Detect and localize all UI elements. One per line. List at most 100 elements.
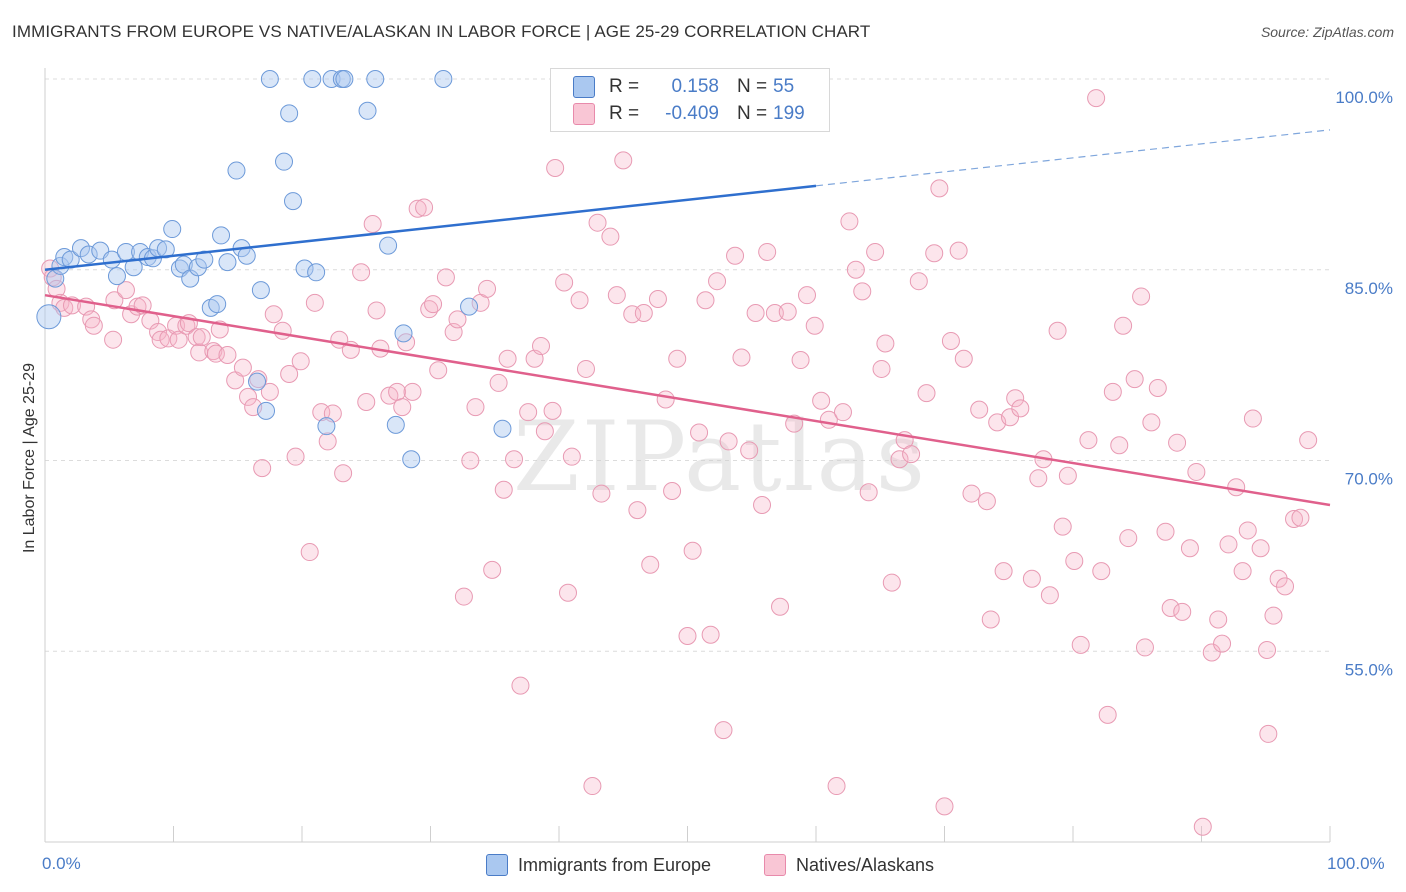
native-point (192, 328, 211, 347)
europe-point (257, 401, 276, 420)
native-point (280, 365, 299, 384)
native-point (970, 400, 989, 419)
europe-point (208, 295, 227, 314)
native-point (962, 484, 981, 503)
native-point (576, 359, 595, 378)
europe-point (402, 450, 421, 469)
native-point (805, 316, 824, 335)
native-point (917, 384, 936, 403)
europe-point (322, 70, 341, 88)
native-point (833, 403, 852, 422)
native-point (253, 459, 272, 478)
r-label: R = (609, 103, 640, 124)
native-point (954, 349, 973, 368)
native-point (588, 213, 607, 232)
native-point (1259, 724, 1278, 743)
native-point (429, 361, 448, 380)
native-point (1202, 643, 1221, 662)
europe-point (124, 258, 143, 277)
europe-point (366, 70, 385, 88)
europe-point (275, 152, 294, 171)
native-point (436, 268, 455, 287)
native-point (1022, 569, 1041, 588)
native-swatch (764, 854, 786, 876)
native-point (840, 212, 859, 231)
europe-point (460, 297, 479, 316)
europe-point (107, 267, 126, 286)
native-point (714, 721, 733, 740)
native-point (273, 321, 292, 340)
native-point (291, 352, 310, 371)
native-point (690, 423, 709, 442)
native-point (1276, 577, 1295, 596)
n-value: 55 (773, 76, 795, 97)
native-point (1258, 640, 1277, 659)
native-point (909, 272, 928, 291)
y-tick-label-0: 100.0% (1335, 88, 1393, 107)
native-point (187, 328, 206, 347)
y-tick-labels: 100.0% 85.0% 70.0% 55.0% (1335, 88, 1393, 679)
native-point (1098, 705, 1117, 724)
native-trend-line (44, 293, 1331, 507)
europe-point (212, 226, 231, 245)
native-point (1001, 408, 1020, 427)
native-point (352, 263, 371, 282)
native-point (264, 305, 283, 324)
native-point (519, 403, 538, 422)
native-point (1029, 469, 1048, 488)
native-point (853, 282, 872, 301)
native-point (532, 337, 551, 356)
n-label: N = (737, 76, 768, 97)
native-legend-label: Natives/Alaskans (796, 854, 935, 875)
native-point (663, 482, 682, 501)
native-point (1053, 517, 1072, 536)
native-point (882, 573, 901, 592)
native-point (312, 403, 331, 422)
native-point (239, 387, 258, 406)
europe-trend-extension (815, 129, 1331, 187)
europe-point (394, 324, 413, 343)
native-point (334, 464, 353, 483)
legend-row-native: R = -0.409 N = 199 (573, 102, 805, 126)
native-point (1148, 379, 1167, 398)
native-point (1006, 389, 1025, 408)
native-point (260, 382, 279, 401)
native-point (206, 344, 225, 363)
native-point (478, 279, 497, 298)
native-point (1251, 539, 1270, 558)
europe-point (227, 161, 246, 180)
native-point (466, 398, 485, 417)
native-point (1011, 399, 1030, 418)
native-point (866, 242, 885, 261)
europe-point (335, 70, 354, 88)
native-point (753, 496, 772, 515)
native-point (696, 291, 715, 310)
native-point (305, 293, 324, 312)
native-point (902, 445, 921, 464)
europe-point (280, 104, 299, 123)
native-point (765, 303, 784, 322)
bottom-legend-native: Natives/Alaskans (764, 852, 934, 878)
y-tick-label-1: 85.0% (1345, 279, 1393, 298)
x-tick-label-max: 100.0% (1327, 854, 1385, 873)
native-point (105, 291, 124, 310)
europe-point (248, 372, 267, 391)
native-point (890, 450, 909, 469)
europe-point (295, 259, 314, 278)
native-point (1291, 508, 1310, 527)
native-point (1071, 635, 1090, 654)
native-point (494, 480, 513, 499)
native-point (1161, 599, 1180, 618)
native-point (1299, 431, 1318, 450)
native-point (708, 272, 727, 291)
native-point (634, 303, 653, 322)
y-tick-label-2: 70.0% (1345, 470, 1393, 489)
r-label: R = (609, 76, 640, 97)
native-point (367, 301, 386, 320)
native-point (719, 432, 738, 451)
native-point (1209, 610, 1228, 629)
n-label: N = (737, 103, 768, 124)
native-point (388, 382, 407, 401)
native-point (771, 597, 790, 616)
europe-point (307, 263, 326, 282)
